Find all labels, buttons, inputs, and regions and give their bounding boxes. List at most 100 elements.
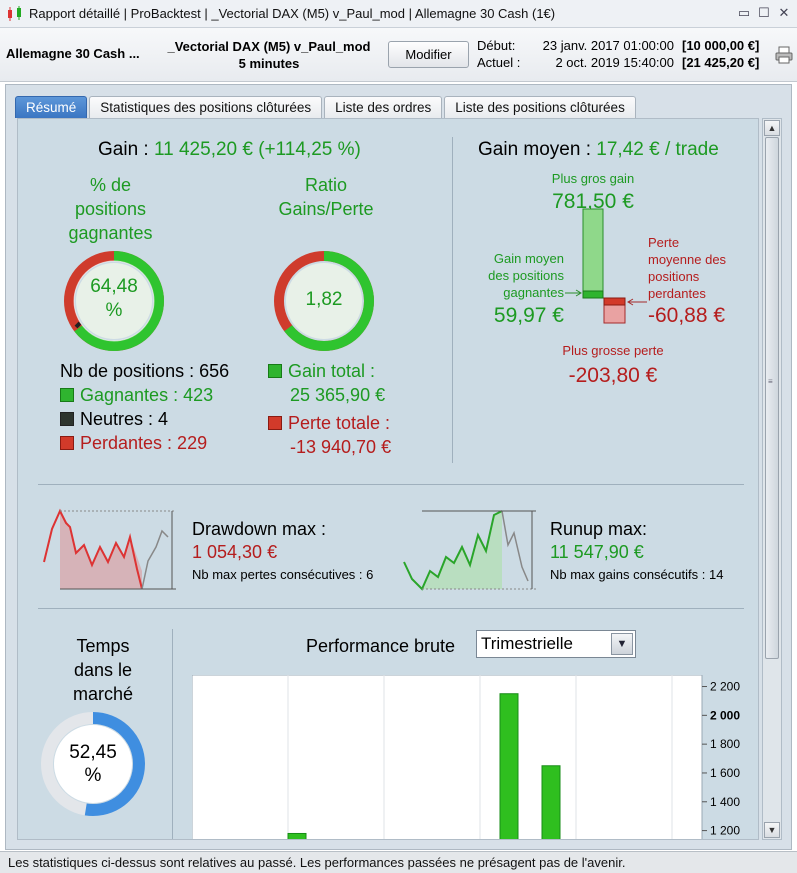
runup-value: 11 547,90 € [550, 542, 644, 562]
drawdown-sparkline [43, 508, 176, 590]
avg-loss-label-line4: perdantes [648, 286, 706, 301]
avg-loss-label-line2: moyenne des [648, 252, 727, 267]
drawdown-title: Drawdown max : [192, 519, 327, 539]
market-time-number: 52,45 [69, 742, 117, 763]
market-time-unit: % [84, 765, 102, 786]
losing-swatch [60, 436, 74, 450]
candlestick-app-icon [8, 5, 21, 21]
horizontal-divider-bottom [38, 608, 744, 609]
chevron-down-icon[interactable]: ▼ [611, 633, 633, 655]
positions-counts: Nb de positions : 656 Gagnantes : 423 Ne… [60, 359, 229, 455]
winning-count: Gagnantes : 423 [80, 385, 214, 405]
title-part-probacktest: ProBacktest [130, 6, 201, 21]
ratio-donut [274, 251, 374, 351]
report-panel: Résumé Statistiques des positions clôtur… [5, 84, 792, 850]
period-select[interactable]: Trimestrielle ▼ [476, 630, 636, 658]
winning-swatch [60, 388, 74, 402]
gain-line: Gain : 11 425,20 € (+114,25 %) [98, 139, 361, 161]
neutral-swatch [60, 412, 74, 426]
maximize-icon[interactable]: ☐ [758, 5, 770, 20]
avg-gain-label: Gain moyen : [478, 139, 591, 160]
avg-loss-label-line3: positions [648, 269, 700, 284]
chart-ytick-label-0: 2 200 [710, 680, 740, 694]
chart-bar-0 [287, 832, 307, 839]
gain-total-value: 25 365,90 € [290, 385, 386, 405]
tab-bar: Résumé Statistiques des positions clôtur… [15, 96, 636, 118]
tab-closed-positions-list[interactable]: Liste des positions clôturées [444, 96, 636, 118]
report-header: Allemagne 30 Cash ... _Vectorial DAX (M5… [0, 28, 797, 82]
neutral-count: Neutres : 4 [80, 409, 169, 429]
scroll-up-icon[interactable]: ▲ [764, 120, 780, 136]
pct-winning-donut [64, 251, 164, 351]
chart-ytick-label-3: 1 600 [710, 766, 740, 780]
tab-summary[interactable]: Résumé [15, 96, 88, 118]
current-date: 2 oct. 2019 15:40:00 [555, 55, 674, 70]
runup-sparkline [403, 510, 536, 591]
modify-button[interactable]: Modifier [388, 41, 469, 68]
strategy-name: _Vectorial DAX (M5) v_Paul_mod 5 minutes [155, 38, 383, 72]
window-titlebar: Rapport détaillé | ProBacktest | _Vector… [0, 0, 797, 28]
chart-ytick-label-4: 1 400 [710, 795, 740, 809]
market-time-title-line2: dans le [73, 660, 133, 680]
pct-winning-title-line2: positions [74, 199, 147, 219]
loss-total-label: Perte totale : [288, 413, 391, 433]
runup-sub: Nb max gains consécutifs : 14 [550, 567, 724, 582]
pct-winning-title-line3: gagnantes [68, 223, 153, 243]
avg-win-value: 59,97 € [493, 304, 564, 327]
gain-label: Gain : [98, 139, 149, 160]
avg-win-label-line3: gagnantes [503, 285, 564, 300]
current-amount: [21 425,20 €] [682, 55, 760, 70]
chart-bar-2 [541, 765, 561, 839]
ratio-value: 1,82 [305, 289, 343, 310]
avg-win-label-line1: Gain moyen [493, 251, 564, 266]
drawdown-sub: Nb max pertes consécutives : 6 [192, 567, 374, 582]
close-icon[interactable]: ✕ [778, 5, 790, 20]
scroll-thumb[interactable] [765, 137, 779, 659]
biggest-loss-label: Plus grosse perte [562, 343, 664, 358]
title-part-report: Rapport détaillé [29, 6, 121, 21]
biggest-gain-value: 781,50 € [552, 190, 634, 213]
title-part-strategy: _Vectorial DAX (M5) v_Paul_mod [211, 6, 406, 21]
pct-winning-value: 64,48 % [62, 275, 166, 323]
ratio-title: Ratio Gains/Perte [256, 173, 396, 221]
vertical-scrollbar[interactable]: ▲ ≡ ▼ [762, 118, 782, 840]
market-time-title-line1: Temps [76, 636, 130, 656]
market-time-title: Temps dans le marché [38, 634, 168, 706]
loss-total-swatch [268, 416, 282, 430]
start-date: 23 janv. 2017 01:00:00 [542, 38, 674, 53]
performance-label: Performance brute [306, 636, 456, 656]
scroll-down-icon[interactable]: ▼ [764, 822, 780, 838]
losing-count: Perdantes : 229 [80, 433, 208, 453]
pct-winning-number: 64,48 [90, 276, 138, 297]
current-label: Actuel : [477, 55, 521, 70]
vertical-divider [452, 137, 453, 463]
avg-win-label-line2: des positions [488, 268, 564, 283]
loss-total-value: -13 940,70 € [290, 437, 392, 457]
ratio-title-line1: Ratio [304, 175, 348, 195]
runup-title: Runup max: [550, 519, 648, 539]
scroll-grip-icon: ≡ [768, 377, 773, 386]
nb-positions: Nb de positions : 656 [60, 361, 230, 381]
gain-total-label: Gain total : [288, 361, 376, 381]
market-time-donut [41, 712, 145, 816]
strategy-title: _Vectorial DAX (M5) v_Paul_mod [167, 39, 371, 54]
print-icon[interactable] [775, 46, 793, 64]
market-time-value: 52,45 % [40, 741, 146, 787]
chart-ytick-label-2: 1 800 [710, 737, 740, 751]
restore-icon[interactable]: ▭ [737, 5, 751, 20]
avg-loss-label-line1: Perte [648, 235, 680, 250]
avg-gain-value: 17,42 € / trade [596, 139, 719, 160]
performance-chart: 2 200 2 000 1 800 1 600 1 400 1 200 [192, 675, 740, 839]
vertical-divider-bottom [172, 629, 173, 839]
drawdown-value: 1 054,30 € [192, 542, 278, 562]
start-amount: [10 000,00 €] [682, 38, 760, 53]
tab-closed-position-stats[interactable]: Statistiques des positions clôturées [89, 96, 323, 118]
tab-orders-list[interactable]: Liste des ordres [324, 96, 443, 118]
avg-win-label: Gain moyen des positions gagnantes [468, 250, 564, 301]
pct-winning-title: % de positions gagnantes [48, 173, 173, 245]
title-part-instrument: Allemagne 30 Cash (1€) [414, 6, 556, 21]
avg-loss-label: Perte moyenne des positions perdantes [648, 234, 726, 302]
biggest-loss-value: -203,80 € [568, 364, 658, 387]
avg-loss-value: -60,88 € [648, 304, 726, 327]
instrument-name: Allemagne 30 Cash ... [6, 46, 140, 61]
